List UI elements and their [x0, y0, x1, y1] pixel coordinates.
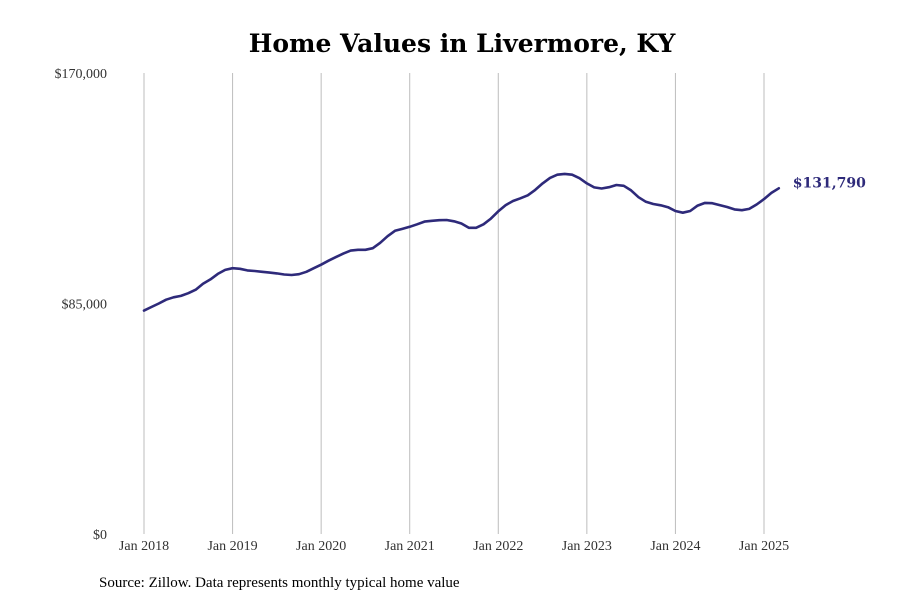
y-tick-label: $0	[93, 528, 107, 543]
x-tick-label: Jan 2024	[650, 539, 700, 554]
x-tick-label: Jan 2020	[296, 539, 346, 554]
x-tick-label: Jan 2022	[473, 539, 523, 554]
x-tick-label: Jan 2023	[562, 539, 612, 554]
grid-lines	[143, 73, 765, 534]
series-line-home-value	[142, 172, 781, 312]
end-value-label: $131,790	[793, 175, 866, 191]
chart-title: Home Values in Livermore, KY	[249, 29, 677, 58]
y-axis-ticks: $0 $85,000 $170,000	[55, 67, 108, 543]
source-note: Source: Zillow. Data represents monthly …	[99, 575, 460, 591]
y-tick-label: $170,000	[55, 67, 108, 82]
x-tick-label: Jan 2019	[207, 539, 257, 554]
x-tick-label: Jan 2025	[739, 539, 789, 554]
x-tick-label: Jan 2021	[385, 539, 435, 554]
x-tick-label: Jan 2018	[119, 539, 169, 554]
y-tick-label: $85,000	[62, 298, 108, 313]
x-axis-ticks: Jan 2018 Jan 2019 Jan 2020 Jan 2021 Jan 2022…	[119, 539, 789, 554]
